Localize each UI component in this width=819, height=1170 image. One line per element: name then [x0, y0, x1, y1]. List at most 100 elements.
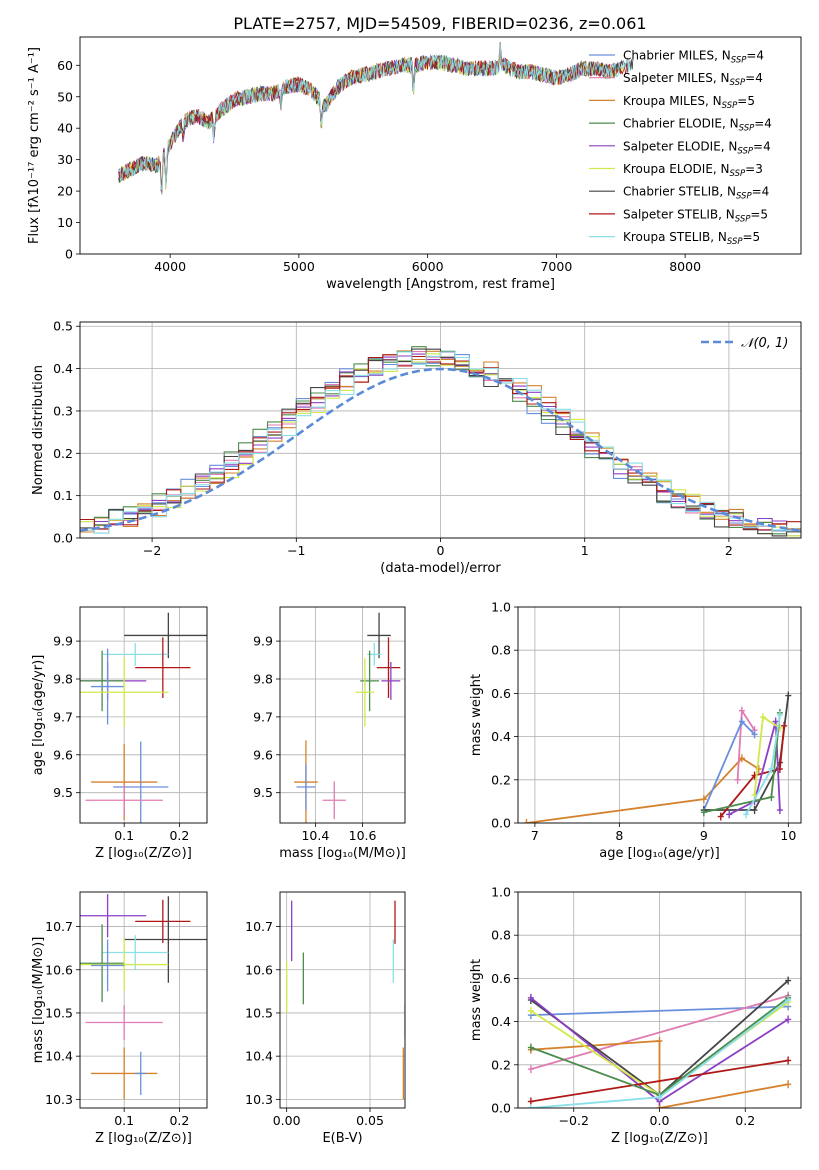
x-tick-label: 8	[615, 828, 623, 843]
spectrum-series-line	[118, 42, 632, 191]
y-tick-label: 10.3	[245, 1092, 273, 1107]
y-axis-label: mass [log₁₀(M/M⊙)]	[31, 937, 46, 1064]
plot-area	[294, 612, 401, 823]
y-tick-label: 0.2	[491, 1057, 511, 1072]
panel-residuals: −2 −1 0 1 2 0.0 0.1 0.2 0.3 0.4 0.5 (data-model)/er…	[31, 319, 802, 576]
y-tick-label: 9.6	[53, 747, 73, 762]
y-tick-label: 20	[57, 184, 73, 199]
x-tick-label: 4000	[154, 259, 186, 274]
y-tick-label: 9.6	[253, 747, 273, 762]
y-tick-label: 60	[57, 58, 73, 73]
mass-weight-line	[530, 994, 789, 1070]
spectrum-series-line	[118, 42, 619, 193]
y-tick-label: 50	[57, 89, 73, 104]
y-tick-label: 9.7	[253, 709, 273, 724]
y-tick-label: 0.6	[491, 686, 511, 701]
y-axis-label: Normed distribution	[31, 365, 46, 495]
x-tick-label: 8000	[669, 259, 701, 274]
plot-area	[80, 346, 801, 537]
x-axis-label: E(B-V)	[322, 1131, 362, 1146]
x-tick-label: 5000	[283, 259, 315, 274]
mass-weight-line	[526, 757, 760, 823]
y-tick-label: 0.4	[491, 1014, 511, 1029]
normal-reference-curve	[80, 367, 801, 532]
x-axis-label: wavelength [Angstrom, rest frame]	[326, 277, 555, 292]
x-axis-label: Z [log₁₀(Z/Z⊙)]	[95, 846, 192, 861]
y-tick-label: 0.0	[53, 531, 73, 546]
x-axis-label: age [log₁₀(age/yr)]	[599, 846, 720, 861]
y-axis-label: mass weight	[469, 674, 484, 756]
y-tick-label: 0.8	[491, 643, 511, 658]
y-axis-label: Flux [fλ10⁻¹⁷ erg cm⁻² s⁻¹ A⁻¹]	[27, 47, 42, 244]
y-tick-label: 0	[65, 247, 73, 262]
plot-area	[286, 900, 405, 1100]
axes-frame	[79, 891, 208, 1109]
mass-weight-line	[530, 1040, 789, 1108]
x-tick-label: 9	[700, 828, 708, 843]
y-tick-label: 10.5	[245, 1005, 273, 1020]
y-tick-label: 10.5	[45, 1005, 73, 1020]
legend-entry: Salpeter ELODIE, NSSP=4	[623, 139, 771, 156]
y-tick-label: 9.8	[53, 672, 73, 687]
plot-area	[80, 612, 207, 823]
axes-frame	[279, 606, 406, 824]
mass-weight-line	[703, 719, 756, 811]
y-axis-label: age [log₁₀(age/yr)]	[31, 655, 46, 776]
x-tick-label: −1	[287, 543, 305, 558]
x-axis-label: (data-model)/error	[380, 561, 501, 576]
panel-z-weight: −0.2 0.0 0.2 0.0 0.2 0.4 0.6 0.8 1.0 Z [log₁₀(Z/Z…	[469, 885, 802, 1146]
legend-entry: Kroupa ELODIE, NSSP=3	[623, 162, 763, 179]
y-tick-label: 10.3	[45, 1092, 73, 1107]
x-tick-label: 6000	[412, 259, 444, 274]
y-tick-label: 0.6	[491, 971, 511, 986]
y-tick-label: 10.6	[45, 962, 73, 977]
y-tick-label: 9.8	[253, 672, 273, 687]
y-tick-label: 0.3	[53, 403, 73, 418]
y-tick-label: 9.7	[53, 709, 73, 724]
x-tick-label: 0.2	[735, 1113, 755, 1128]
panel-ebv-mass: 0.00 0.05 10.3 10.4 10.5 10.6 10.7 E(B-V)	[245, 891, 406, 1146]
x-tick-label: 10.6	[349, 828, 377, 843]
y-tick-label: 10.6	[245, 962, 273, 977]
x-axis-label: Z [log₁₀(Z/Z⊙)]	[95, 1131, 192, 1146]
legend-entry: Chabrier ELODIE, NSSP=4	[623, 117, 772, 134]
panel-mass-age: 10.4 10.6 9.5 9.6 9.7 9.8 9.9 mass [log₁₀(M/M⊙)…	[253, 606, 406, 861]
y-tick-label: 10.7	[245, 919, 273, 934]
y-tick-label: 10	[57, 215, 73, 230]
x-tick-label: −0.2	[559, 1113, 589, 1128]
x-tick-label: 0	[437, 543, 445, 558]
y-tick-label: 0.0	[491, 1101, 511, 1116]
legend-entry: Salpeter MILES, NSSP=4	[623, 71, 763, 88]
x-tick-label: 0.2	[169, 828, 189, 843]
plot-area	[523, 691, 792, 823]
residual-histogram-step	[80, 354, 801, 531]
y-tick-label: 0.5	[53, 319, 73, 334]
x-tick-label: 1	[581, 543, 589, 558]
y-tick-label: 10.4	[45, 1049, 73, 1064]
y-tick-label: 0.8	[491, 928, 511, 943]
legend-entry: Kroupa MILES, NSSP=5	[623, 94, 755, 111]
panel-z-age: 0.1 0.2 9.5 9.6 9.7 9.8 9.9 Z [log₁₀(Z/Z⊙)] age …	[31, 606, 208, 861]
axes-frame	[79, 36, 802, 255]
y-tick-label: 0.4	[53, 361, 73, 376]
y-tick-label: 0.2	[491, 772, 511, 787]
plot-area	[80, 894, 207, 1100]
axes-frame	[79, 321, 802, 539]
y-axis-label: mass weight	[469, 959, 484, 1041]
x-tick-label: 10	[780, 828, 796, 843]
x-axis-label: Z [log₁₀(Z/Z⊙)]	[611, 1131, 708, 1146]
spectrum-series-line	[118, 42, 629, 189]
mass-weight-line	[728, 721, 781, 816]
axes-frame	[517, 891, 802, 1109]
x-axis-label: mass [log₁₀(M/M⊙)]	[279, 846, 406, 861]
x-tick-label: 0.00	[273, 1113, 301, 1128]
legend-entry: Kroupa STELIB, NSSP=5	[623, 230, 760, 247]
figure-title: PLATE=2757, MJD=54509, FIBERID=0236, z=0…	[233, 14, 646, 33]
y-tick-label: 9.5	[253, 785, 273, 800]
y-tick-label: 10.4	[245, 1049, 273, 1064]
y-tick-label: 10.7	[45, 919, 73, 934]
y-tick-label: 9.5	[53, 785, 73, 800]
y-tick-label: 9.9	[253, 634, 273, 649]
y-tick-label: 0.2	[53, 446, 73, 461]
panel-spectrum: 4000 5000 6000 7000 8000 0 10 20 30 40 50 60 wavelen…	[27, 36, 802, 292]
